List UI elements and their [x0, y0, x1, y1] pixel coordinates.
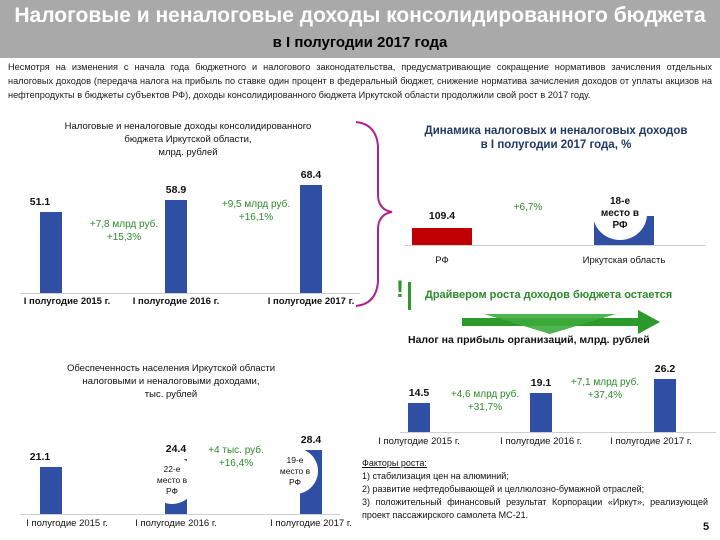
delta-percent: +37,4% — [587, 390, 623, 401]
page-number: 5 — [703, 521, 710, 533]
chart-bar — [40, 212, 62, 293]
chart-bar — [408, 402, 430, 432]
rank-line: место в — [600, 208, 640, 219]
chart-per-capita-title: Обеспеченность населения Иркутской облас… — [26, 362, 316, 401]
delta-percent: +15,3% — [106, 232, 142, 243]
chart-revenues-title: Налоговые и неналоговые доходы консолиди… — [28, 120, 348, 159]
chart-category-label: I полугодие 2015 г. — [378, 436, 460, 447]
rank-line: 22-е — [163, 463, 181, 474]
rank-line: 18-е — [609, 196, 630, 207]
chart-value-label: 14.5 — [408, 386, 430, 399]
chart-bar — [654, 379, 676, 432]
growth-factors: Факторы роста: 1) стабилизация цен на ал… — [362, 457, 708, 522]
chart-baseline — [20, 293, 360, 294]
chart-revenues-title-line: бюджета Иркутской области, — [124, 134, 252, 145]
chart-per-capita-delta: +4 тыс. руб. +16,4% — [196, 444, 276, 470]
rank-bubble-dynamics: 18-е место в РФ — [593, 188, 647, 240]
chart-category-label: I полугодие 2016 г. — [132, 296, 220, 307]
chart-baseline — [20, 514, 340, 515]
chart-dynamics-delta: +6,7% — [513, 202, 543, 213]
chart-bar — [412, 227, 472, 245]
chart-category-label: I полугодие 2015 г. — [23, 296, 111, 307]
callout-text: Драйвером роста доходов бюджета остается — [425, 289, 673, 301]
chart-value-label: 51.1 — [29, 196, 51, 209]
chart-profit-tax-delta-2: +7,1 млрд руб. +37,4% — [560, 376, 650, 402]
chart-baseline — [400, 432, 716, 433]
chart-revenues-title-line: Налоговые и неналоговые доходы консолиди… — [64, 121, 312, 132]
rank-line: РФ — [288, 476, 302, 487]
rank-line: РФ — [612, 220, 628, 231]
chart-category-label: Иркутская область — [582, 255, 666, 266]
chart-bar — [300, 184, 322, 293]
rank-line: место в — [156, 474, 188, 485]
chart-category-label: РФ — [435, 255, 449, 266]
chart-revenues-delta-2: +9,5 млрд руб. +16,1% — [206, 198, 306, 224]
page-title: Налоговые и неналоговые доходы консолиди… — [14, 4, 706, 27]
chart-dynamics-title-line: Динамика налоговых и неналоговых доходов — [424, 125, 688, 137]
bracket-shape — [355, 121, 393, 307]
chart-revenues-title-line: млрд. рублей — [158, 147, 218, 158]
chart-baseline — [404, 245, 706, 246]
chart-value-label: 24.4 — [165, 443, 187, 456]
chart-bar — [530, 393, 552, 432]
chart-per-capita-title-line: Обеспеченность населения Иркутской облас… — [66, 363, 276, 374]
intro-paragraph: Несмотря на изменения с начала года бюдж… — [8, 62, 712, 100]
delta-percent: +16,4% — [218, 458, 254, 469]
rank-line: РФ — [165, 485, 179, 496]
chart-profit-tax-delta-1: +4,6 млрд руб. +31,7% — [440, 388, 530, 414]
factor-item: 3) положительный финансовый результат Ко… — [362, 497, 708, 520]
delta-amount: +4 тыс. руб. — [208, 445, 264, 456]
chart-value-label: 21.1 — [29, 450, 51, 463]
rank-bubble-2017: 19-е место в РФ — [272, 448, 318, 494]
chart-per-capita-title-line: тыс. рублей — [144, 389, 198, 400]
chart-value-label: 68.4 — [300, 168, 322, 181]
chart-revenues-delta-1: +7,8 млрд руб. +15,3% — [74, 218, 174, 244]
chart-category-label: I полугодие 2015 г. — [26, 518, 108, 529]
delta-amount: +7,8 млрд руб. — [89, 219, 159, 230]
chart-bar — [165, 199, 187, 293]
factors-heading: Факторы роста: — [362, 458, 427, 468]
down-triangle-icon — [484, 314, 616, 334]
chart-category-label: I полугодие 2017 г. — [267, 296, 355, 307]
delta-percent: +16,1% — [238, 212, 274, 223]
chart-value-label: 28.4 — [300, 434, 322, 447]
chart-value-label: 58.9 — [165, 183, 187, 196]
chart-value-label: 26.2 — [654, 363, 676, 376]
delta-amount: +7,1 млрд руб. — [570, 377, 640, 388]
chart-value-label: 19.1 — [530, 377, 552, 390]
chart-category-label: I полугодие 2016 г. — [500, 436, 582, 447]
delta-amount: +9,5 млрд руб. — [221, 199, 291, 210]
title-band — [0, 0, 720, 58]
callout-box: Драйвером роста доходов бюджета остается — [408, 282, 708, 310]
chart-category-label: I полугодие 2017 г. — [610, 436, 692, 447]
delta-amount: +4,6 млрд руб. — [450, 389, 520, 400]
chart-per-capita-title-line: налоговыми и неналоговыми доходами, — [82, 376, 260, 387]
chart-profit-tax-title: Налог на прибыль организаций, млрд. рубл… — [408, 334, 650, 346]
rank-line: 19-е — [286, 454, 304, 465]
chart-bar — [40, 466, 62, 514]
delta-percent: +31,7% — [467, 402, 503, 413]
chart-category-label: I полугодие 2017 г. — [270, 518, 352, 529]
chart-dynamics-title-line: в I полугодии 2017 года, % — [480, 139, 632, 151]
factor-item: 1) стабилизация цен на алюминий; — [362, 471, 509, 481]
rank-line: место в — [279, 465, 311, 476]
chart-value-label: 109.4 — [428, 209, 456, 222]
page-subtitle: в I полугодии 2017 года — [272, 34, 448, 51]
chart-category-label: I полугодие 2016 г. — [135, 518, 217, 529]
factor-item: 2) развитие нефтедобывающей и целлюлозно… — [362, 484, 645, 494]
chart-dynamics-title: Динамика налоговых и неналоговых доходов… — [396, 124, 716, 152]
exclamation-icon: ! — [396, 276, 404, 303]
rank-bubble-2016: 22-е место в РФ — [148, 456, 196, 504]
